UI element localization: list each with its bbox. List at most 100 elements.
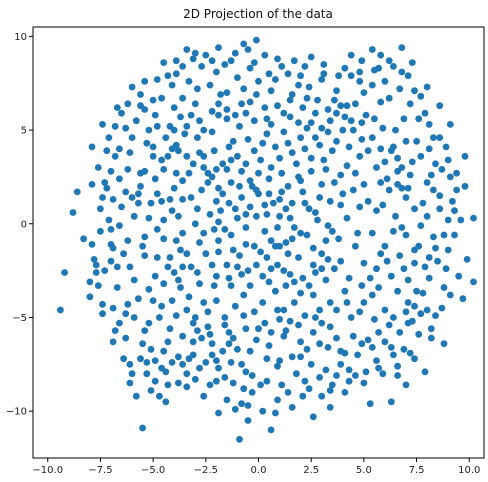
data-point [312, 134, 319, 142]
data-point [229, 246, 237, 254]
data-point [160, 216, 168, 224]
data-point [223, 106, 231, 113]
data-point [200, 299, 208, 306]
data-point [234, 345, 241, 353]
data-point [103, 184, 111, 192]
data-point [172, 237, 180, 245]
data-point [404, 319, 412, 327]
data-point [276, 196, 283, 203]
data-point [90, 256, 98, 263]
data-point [423, 212, 431, 220]
data-point [402, 137, 410, 145]
data-point [92, 261, 100, 269]
data-point [246, 64, 254, 72]
data-point [145, 126, 153, 134]
data-point [187, 111, 195, 119]
data-point [88, 143, 96, 151]
data-point [86, 278, 94, 286]
data-point [318, 181, 326, 188]
data-point [227, 359, 235, 366]
data-point [286, 214, 294, 222]
data-point [250, 117, 258, 125]
data-point [432, 312, 439, 319]
data-point [204, 179, 212, 186]
data-point [343, 102, 351, 110]
data-point [280, 306, 288, 314]
data-point [213, 197, 220, 205]
data-point [375, 364, 382, 372]
data-point [183, 152, 191, 160]
data-point [341, 389, 349, 396]
data-point [128, 194, 136, 201]
data-point [229, 334, 237, 342]
data-point [166, 254, 174, 261]
data-point [282, 327, 290, 334]
data-point [375, 329, 382, 336]
data-point [356, 77, 364, 85]
data-point [109, 338, 117, 346]
data-point [316, 374, 323, 381]
data-point [221, 226, 229, 233]
data-point [274, 362, 281, 370]
data-point [375, 284, 382, 291]
data-point [179, 360, 187, 368]
data-point [244, 46, 252, 53]
data-point [352, 169, 359, 177]
data-point [263, 115, 271, 123]
data-point [263, 130, 271, 138]
data-point [322, 237, 330, 245]
data-point [175, 212, 182, 220]
data-point [194, 85, 201, 93]
x-tick-label: 2.5 [303, 465, 319, 476]
data-point [305, 385, 313, 393]
data-point [299, 188, 307, 196]
data-point [223, 115, 231, 123]
data-point [278, 169, 286, 177]
data-point [318, 124, 326, 132]
data-point [172, 169, 180, 177]
data-point [379, 201, 387, 209]
data-point [400, 345, 408, 353]
data-point [470, 214, 477, 222]
data-point [263, 254, 271, 261]
y-axis-ticks: −10 −5 0 5 10 [6, 32, 33, 418]
data-point [215, 111, 222, 119]
data-point [272, 76, 279, 83]
data-point [354, 351, 361, 359]
data-point [122, 310, 130, 318]
data-point [381, 338, 389, 346]
data-point [411, 302, 418, 310]
data-point [179, 263, 187, 271]
data-point [423, 306, 431, 314]
data-point [436, 192, 444, 200]
data-point [191, 220, 199, 228]
data-point [297, 72, 304, 80]
data-point [246, 203, 254, 211]
data-point [301, 63, 309, 70]
data-point [295, 321, 302, 329]
data-point [383, 175, 391, 183]
data-point [219, 347, 227, 355]
data-point [202, 51, 210, 59]
data-point [231, 111, 239, 119]
data-point [206, 381, 214, 389]
data-point [286, 113, 294, 121]
data-point [109, 304, 117, 312]
data-point [172, 312, 180, 319]
data-point [314, 96, 321, 104]
data-point [299, 104, 307, 111]
plot-frame [32, 26, 485, 459]
data-point [61, 269, 68, 276]
data-point [324, 106, 332, 113]
data-point [423, 179, 431, 186]
data-point [116, 319, 123, 327]
data-point [390, 314, 397, 321]
data-point [215, 248, 222, 256]
data-point [392, 212, 399, 220]
data-point [288, 149, 296, 157]
data-point [240, 40, 248, 48]
data-point [390, 227, 397, 235]
data-point [164, 381, 172, 389]
data-point [170, 126, 178, 134]
data-point [398, 44, 406, 51]
